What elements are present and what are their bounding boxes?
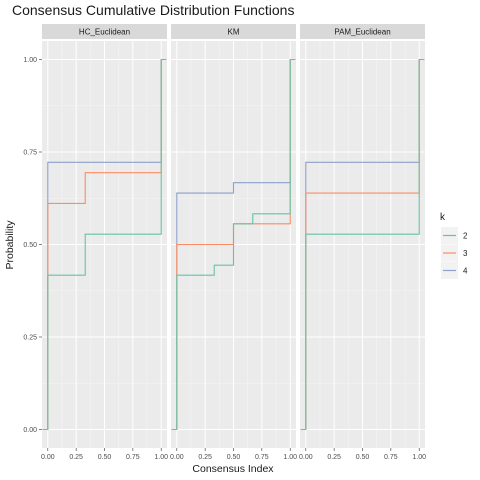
y-tick-label: 0.00: [23, 427, 37, 434]
panel-PAM_Euclidean: PAM_Euclidean 0.00 0.25 0.50 0.75 1.00: [299, 24, 426, 461]
facet-strip: [300, 24, 425, 39]
x-tick-label: 0.75: [255, 454, 269, 461]
x-tick-label: 0.00: [299, 454, 313, 461]
facet-strip: [42, 24, 167, 39]
facet-label: KM: [228, 28, 240, 37]
x-tick-label: 0.25: [327, 454, 341, 461]
y-tick-label: 0.25: [23, 335, 37, 342]
facet-label: PAM_Euclidean: [334, 28, 390, 37]
legend: k 2 3 4: [440, 212, 468, 279]
x-tick-label: 1.00: [412, 454, 426, 461]
y-tick-label: 0.75: [23, 150, 37, 157]
x-tick-label: 0.75: [126, 454, 140, 461]
x-tick-label: 0.00: [41, 454, 55, 461]
series-line-k2: [42, 58, 167, 431]
x-tick-label: 0.25: [69, 454, 83, 461]
x-tick-label: 0.00: [170, 454, 184, 461]
x-tick-label: 0.75: [384, 454, 398, 461]
y-axis-title: Probability: [4, 220, 16, 270]
x-tick-label: 0.50: [356, 454, 370, 461]
legend-label-k4: 4: [463, 267, 468, 276]
panel-HC_Euclidean: HC_Euclidean 0.00 0.25 0.50 0.75 1.00: [41, 24, 168, 461]
panel-KM: KM 0.00 0.25 0.50 0.75 1.00: [170, 24, 297, 461]
series-line-k2: [300, 58, 425, 431]
legend-label-k2: 2: [463, 232, 468, 241]
legend-title: k: [440, 212, 446, 223]
x-tick-label: 1.00: [154, 454, 168, 461]
x-tick-label: 0.50: [98, 454, 112, 461]
y-tick-label: 0.50: [23, 242, 37, 249]
facet-strip: [171, 24, 296, 39]
x-tick-label: 0.50: [227, 454, 241, 461]
x-tick-label: 1.00: [283, 454, 297, 461]
legend-label-k3: 3: [463, 249, 468, 258]
facet-label: HC_Euclidean: [79, 28, 130, 37]
chart-title: Consensus Cumulative Distribution Functi…: [12, 2, 294, 18]
x-tick-label: 0.25: [198, 454, 212, 461]
series-line-k2: [171, 58, 296, 431]
y-tick-label: 1.00: [23, 57, 37, 64]
y-axis: 0.00 0.25 0.50 0.75 1.00: [23, 57, 42, 434]
x-axis-title: Consensus Index: [192, 463, 274, 475]
